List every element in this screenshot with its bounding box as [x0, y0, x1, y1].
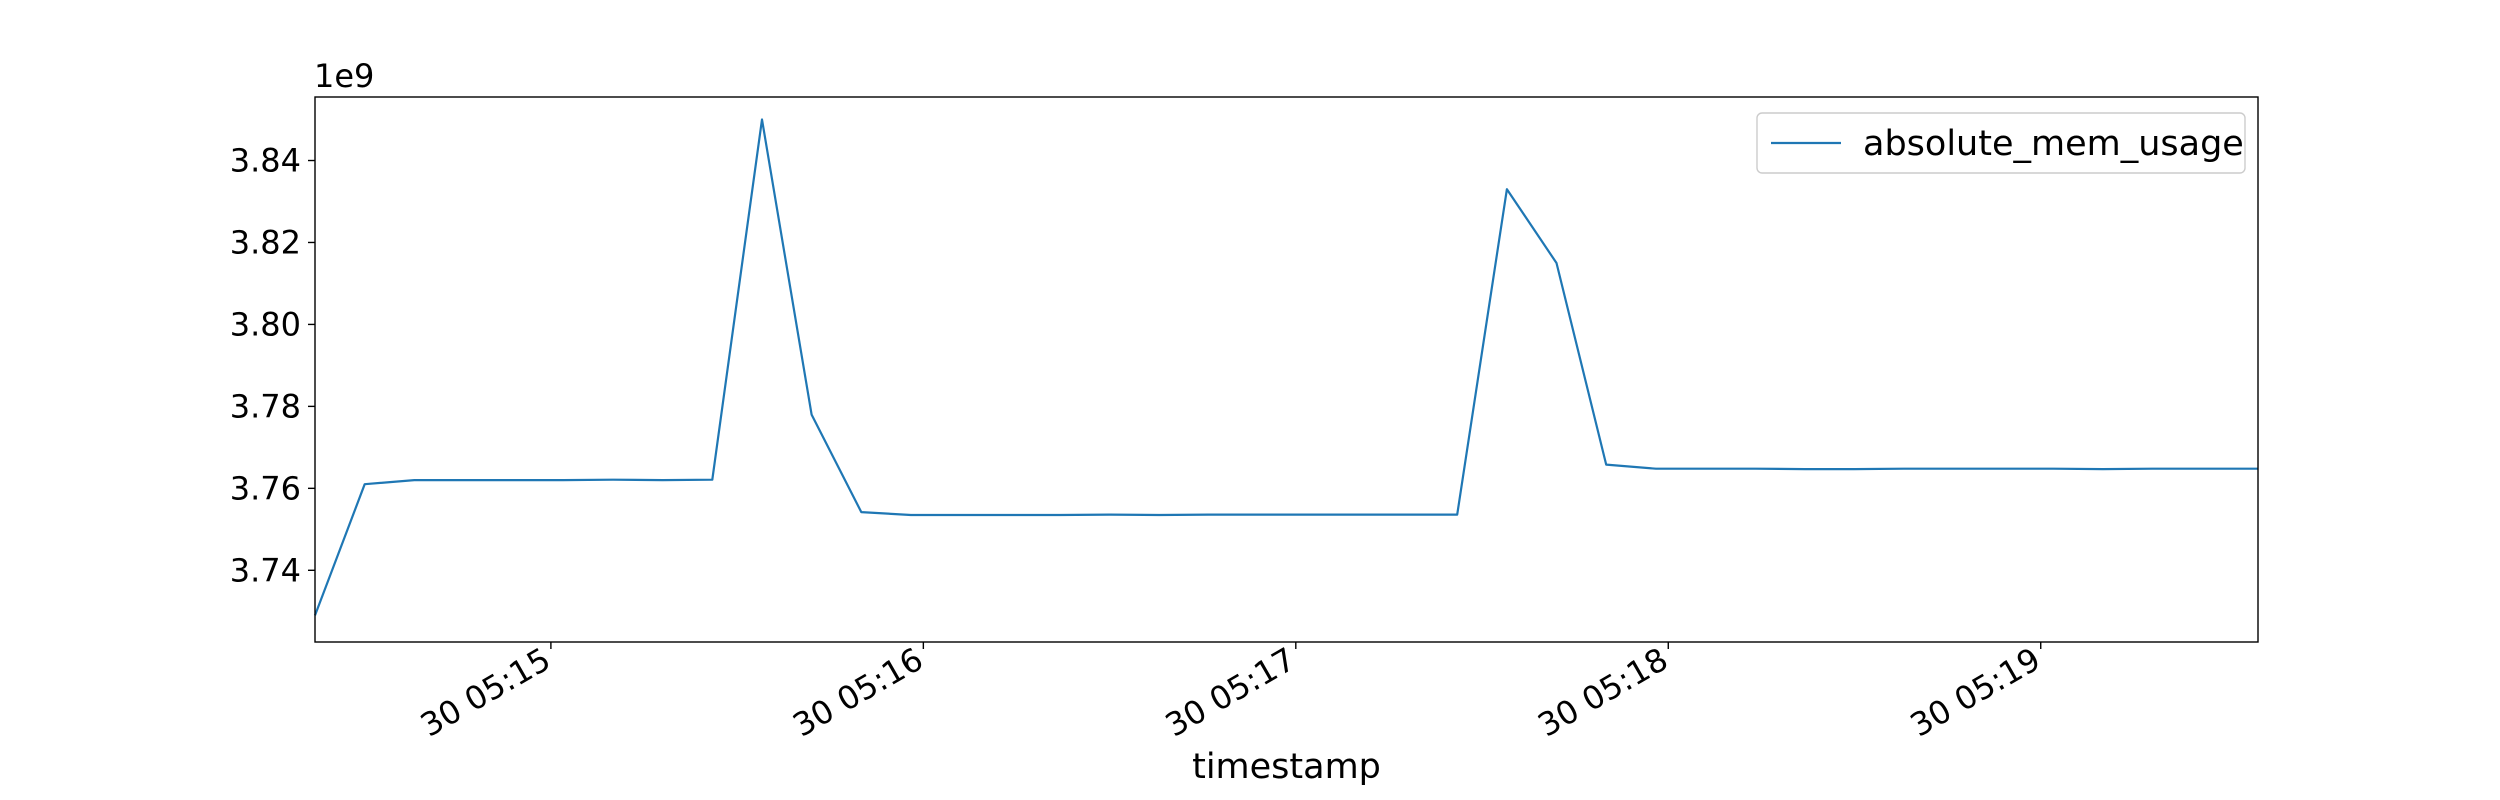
y-tick-label: 3.76	[230, 469, 301, 507]
y-axis: 3.74 3.76 3.78 3.80 3.82 3.84	[230, 142, 315, 589]
legend: absolute_mem_usage	[1756, 112, 2246, 174]
y-tick-label: 3.74	[230, 551, 301, 589]
plot-frame	[314, 96, 2259, 643]
series-line	[313, 118, 2258, 616]
plot-area	[313, 96, 2259, 643]
x-axis-label: timestamp	[1192, 747, 1381, 787]
y-tick-label: 3.84	[230, 142, 301, 180]
y-tick-label: 3.80	[230, 305, 301, 343]
y-tick-label: 3.82	[230, 223, 301, 261]
y-tick-label: 3.78	[230, 387, 301, 425]
legend-box	[1756, 112, 2246, 174]
legend-label: absolute_mem_usage	[1863, 124, 2244, 164]
y-axis-multiplier: 1e9	[314, 57, 374, 95]
